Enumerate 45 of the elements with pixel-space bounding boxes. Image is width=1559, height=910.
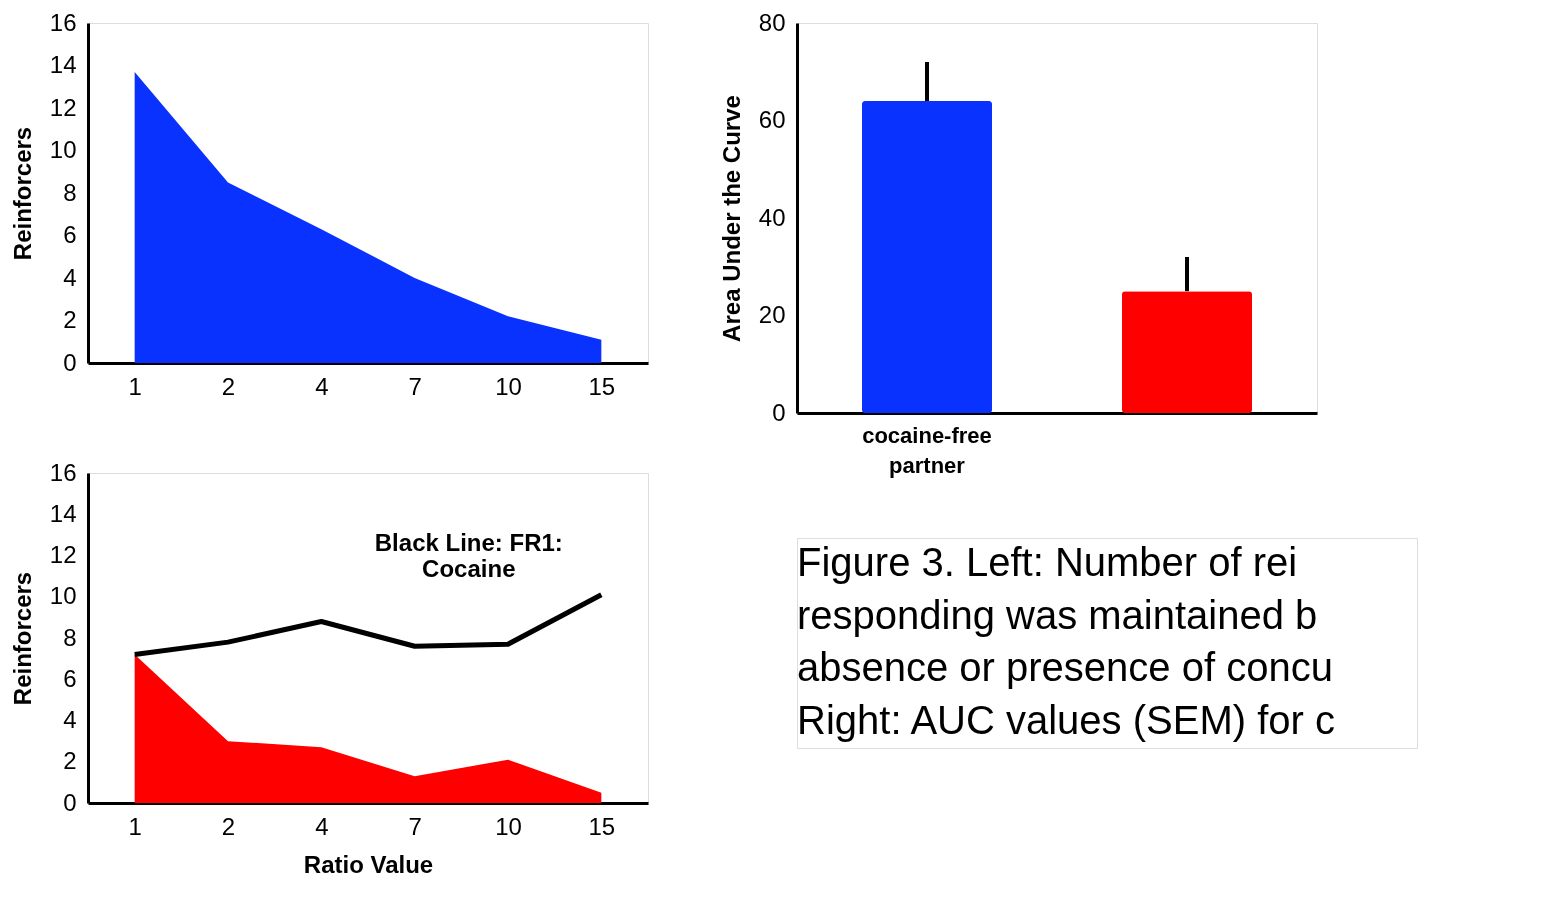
- x-axis-title: Ratio Value: [303, 850, 434, 878]
- y-tick-label: 6: [63, 221, 77, 248]
- y-tick-label: 0: [63, 788, 77, 816]
- y-tick-label: 12: [49, 541, 77, 568]
- caption: Figure 3. Left: Number of rei: [797, 540, 1298, 585]
- y-tick-label: 10: [49, 136, 77, 163]
- annotation: Black Line: FR1: Cocaine: [374, 529, 563, 583]
- x-tick-label: 7: [408, 812, 422, 840]
- y-tick-label: 4: [63, 263, 77, 291]
- y-tick-label: 2: [63, 306, 77, 333]
- y-tick-label: 8: [63, 178, 77, 206]
- x-tick-label: 10: [495, 372, 522, 400]
- x-tick-label: 7: [408, 372, 422, 400]
- x-tick-label: 2: [221, 812, 236, 840]
- x-tick-label: 15: [588, 372, 616, 400]
- y-tick-label: 16: [49, 8, 77, 36]
- y-tick-label: 60: [758, 106, 786, 133]
- y-axis-title: Reinforcers: [8, 126, 36, 261]
- x-tick-label: cocaine-free partner: [862, 422, 992, 478]
- y-tick-label: 2: [63, 747, 77, 775]
- x-tick-label: 4: [315, 812, 329, 840]
- y-tick-label: 8: [63, 623, 77, 651]
- text: absence or presence of concu: [797, 645, 1333, 690]
- y-tick-label: 14: [49, 51, 77, 78]
- y-tick-label: 0: [772, 398, 786, 426]
- y-tick-label: 14: [49, 499, 77, 527]
- y-axis-title: Area Under the Curve: [717, 95, 745, 342]
- y-tick-label: 16: [49, 458, 77, 486]
- text: Right: AUC values (SEM) for c: [797, 697, 1335, 742]
- y-axis-title: Reinforcers: [8, 571, 36, 706]
- y-tick-label: 6: [63, 664, 77, 692]
- x-tick-label: 2: [221, 372, 236, 400]
- x-tick-label: 4: [315, 372, 329, 400]
- y-tick-label: 10: [49, 582, 77, 610]
- y-tick-label: 80: [758, 8, 786, 36]
- y-tick-label: 0: [63, 348, 77, 376]
- x-tick-label: 15: [588, 812, 616, 840]
- y-tick-label: 4: [63, 706, 77, 733]
- y-tick-label: 20: [758, 301, 786, 328]
- y-tick-label: 40: [758, 203, 786, 231]
- x-tick-label: 10: [495, 812, 522, 840]
- x-tick-label: 1: [128, 812, 142, 840]
- x-tick-label: 1: [128, 372, 142, 400]
- text: responding was maintained b: [797, 592, 1318, 637]
- y-tick-label: 12: [49, 93, 77, 121]
